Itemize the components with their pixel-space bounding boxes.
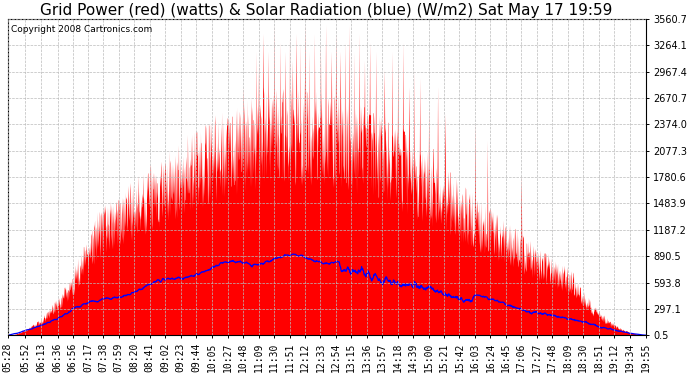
Text: Copyright 2008 Cartronics.com: Copyright 2008 Cartronics.com [11, 25, 152, 34]
Title: Grid Power (red) (watts) & Solar Radiation (blue) (W/m2) Sat May 17 19:59: Grid Power (red) (watts) & Solar Radiati… [41, 3, 613, 18]
